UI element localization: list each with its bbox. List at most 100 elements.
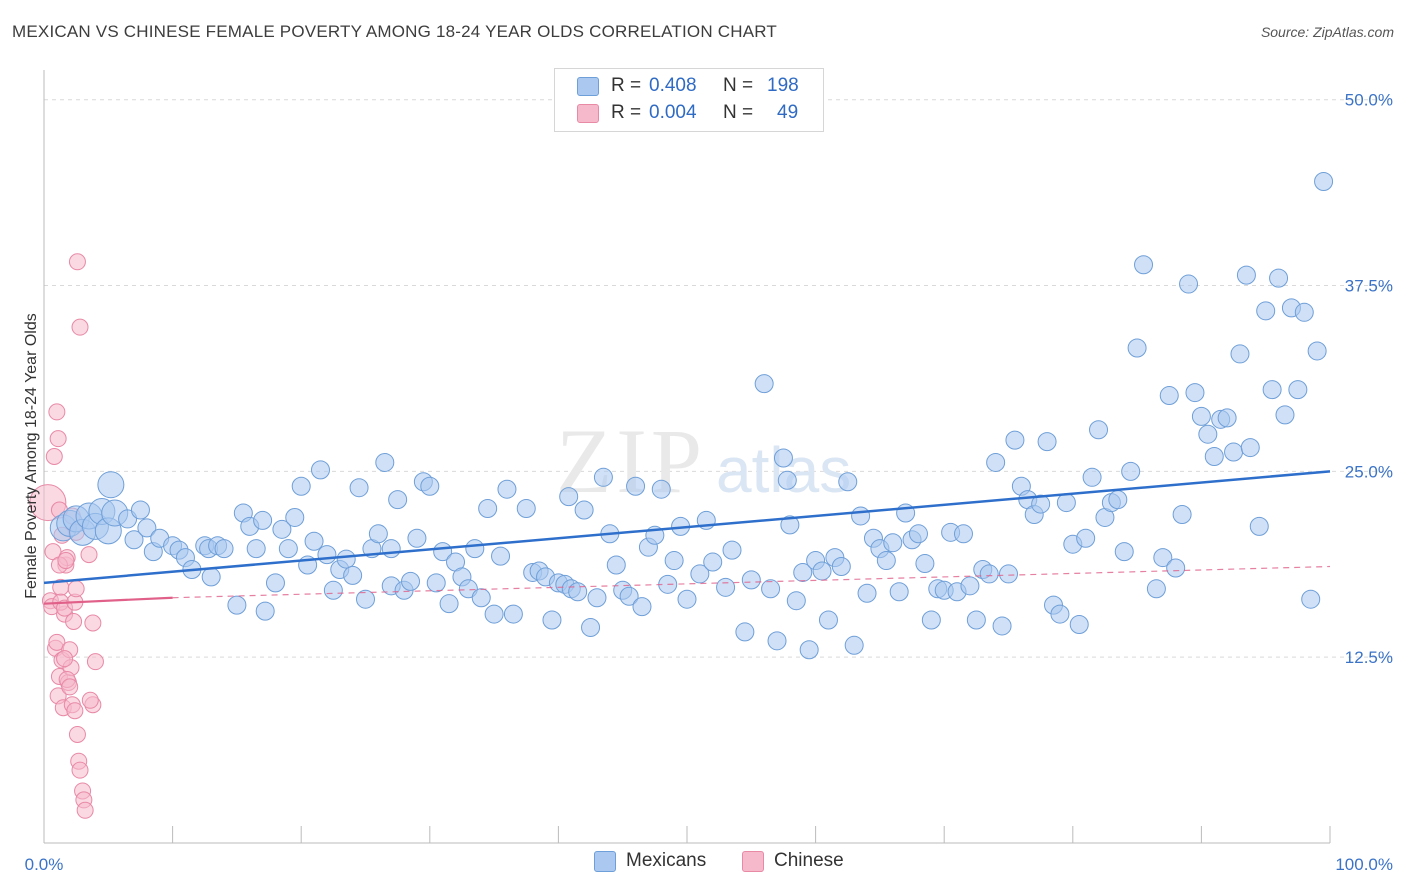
point-mexicans[interactable] [1179, 274, 1199, 294]
point-mexicans[interactable] [915, 554, 935, 574]
point-mexicans[interactable] [780, 515, 800, 535]
point-mexicans[interactable] [388, 490, 408, 510]
point-mexicans[interactable] [1256, 301, 1276, 321]
point-mexicans[interactable] [722, 540, 742, 560]
point-mexicans[interactable] [1249, 516, 1269, 536]
point-mexicans[interactable] [1069, 614, 1089, 634]
legend-item-mexicans[interactable]: Mexicans [594, 850, 706, 872]
point-mexicans[interactable] [471, 588, 491, 608]
point-mexicans[interactable] [491, 546, 511, 566]
point-mexicans[interactable] [1005, 430, 1025, 450]
point-mexicans[interactable] [1031, 494, 1051, 514]
point-mexicans[interactable] [812, 561, 832, 581]
point-mexicans[interactable] [317, 545, 337, 565]
point-mexicans[interactable] [992, 616, 1012, 636]
point-chinese[interactable] [48, 633, 66, 651]
point-mexicans[interactable] [632, 597, 652, 617]
point-mexicans[interactable] [214, 539, 234, 559]
point-mexicans[interactable] [587, 588, 607, 608]
point-mexicans[interactable] [1127, 338, 1147, 358]
point-mexicans[interactable] [1269, 268, 1289, 288]
point-mexicans[interactable] [375, 452, 395, 472]
point-mexicans[interactable] [626, 476, 646, 496]
point-chinese[interactable] [76, 801, 94, 819]
point-chinese[interactable] [67, 580, 85, 598]
point-mexicans[interactable] [130, 500, 150, 520]
point-mexicans[interactable] [979, 564, 999, 584]
point-mexicans[interactable] [1240, 438, 1260, 458]
point-mexicans[interactable] [953, 524, 973, 544]
point-mexicans[interactable] [227, 595, 247, 615]
point-mexicans[interactable] [336, 549, 356, 569]
point-mexicans[interactable] [1037, 432, 1057, 452]
point-mexicans[interactable] [690, 564, 710, 584]
point-mexicans[interactable] [1076, 528, 1096, 548]
point-mexicans[interactable] [1089, 420, 1109, 440]
point-mexicans[interactable] [1153, 548, 1173, 568]
point-mexicans[interactable] [356, 589, 375, 609]
point-mexicans[interactable] [1056, 493, 1076, 513]
point-mexicans[interactable] [465, 539, 485, 559]
point-mexicans[interactable] [310, 460, 330, 480]
point-mexicans[interactable] [1121, 461, 1141, 481]
point-chinese[interactable] [48, 403, 66, 421]
point-chinese[interactable] [71, 761, 89, 779]
point-mexicans[interactable] [542, 610, 562, 630]
point-chinese[interactable] [86, 653, 104, 671]
point-mexicans[interactable] [1159, 386, 1179, 406]
point-mexicans[interactable] [767, 631, 787, 651]
point-mexicans[interactable] [124, 530, 144, 550]
point-mexicans[interactable] [291, 476, 311, 496]
point-chinese[interactable] [84, 614, 102, 632]
point-mexicans[interactable] [921, 610, 941, 630]
point-mexicans[interactable] [844, 635, 864, 655]
point-chinese[interactable] [61, 678, 79, 696]
point-chinese[interactable] [68, 725, 86, 743]
point-mexicans[interactable] [559, 487, 579, 507]
point-mexicans[interactable] [1134, 255, 1154, 275]
point-mexicans[interactable] [426, 573, 446, 593]
point-mexicans[interactable] [883, 533, 903, 553]
point-mexicans[interactable] [1172, 504, 1192, 524]
point-chinese[interactable] [49, 430, 67, 448]
point-chinese[interactable] [81, 691, 99, 709]
point-mexicans[interactable] [581, 617, 601, 637]
point-mexicans[interactable] [1217, 408, 1237, 428]
point-mexicans[interactable] [484, 604, 504, 624]
point-mexicans[interactable] [606, 555, 626, 575]
point-mexicans[interactable] [568, 582, 588, 602]
point-mexicans[interactable] [1275, 405, 1295, 425]
point-mexicans[interactable] [478, 499, 498, 519]
point-mexicans[interactable] [265, 573, 285, 593]
point-mexicans[interactable] [716, 577, 736, 597]
point-chinese[interactable] [65, 613, 83, 631]
point-mexicans[interactable] [1236, 265, 1256, 285]
point-mexicans[interactable] [818, 610, 838, 630]
point-mexicans[interactable] [1314, 171, 1334, 191]
point-mexicans[interactable] [381, 539, 401, 559]
point-mexicans[interactable] [574, 500, 594, 520]
point-mexicans[interactable] [1082, 467, 1102, 487]
point-mexicans[interactable] [1198, 424, 1218, 444]
point-mexicans[interactable] [773, 448, 793, 468]
point-mexicans[interactable] [876, 551, 896, 571]
point-mexicans[interactable] [272, 519, 292, 539]
point-mexicans[interactable] [97, 471, 125, 499]
point-mexicans[interactable] [255, 601, 275, 621]
point-mexicans[interactable] [960, 576, 980, 596]
point-mexicans[interactable] [401, 571, 421, 591]
point-mexicans[interactable] [1185, 383, 1205, 403]
point-mexicans[interactable] [777, 470, 797, 490]
point-mexicans[interactable] [439, 594, 459, 614]
point-mexicans[interactable] [1301, 589, 1321, 609]
point-chinese[interactable] [71, 318, 89, 336]
point-mexicans[interactable] [285, 507, 305, 527]
point-mexicans[interactable] [1114, 542, 1134, 562]
point-chinese[interactable] [68, 253, 86, 271]
point-mexicans[interactable] [349, 478, 369, 498]
point-chinese[interactable] [45, 448, 63, 465]
point-mexicans[interactable] [999, 564, 1018, 584]
point-mexicans[interactable] [735, 622, 755, 642]
point-mexicans[interactable] [246, 539, 266, 559]
point-mexicans[interactable] [703, 552, 723, 572]
